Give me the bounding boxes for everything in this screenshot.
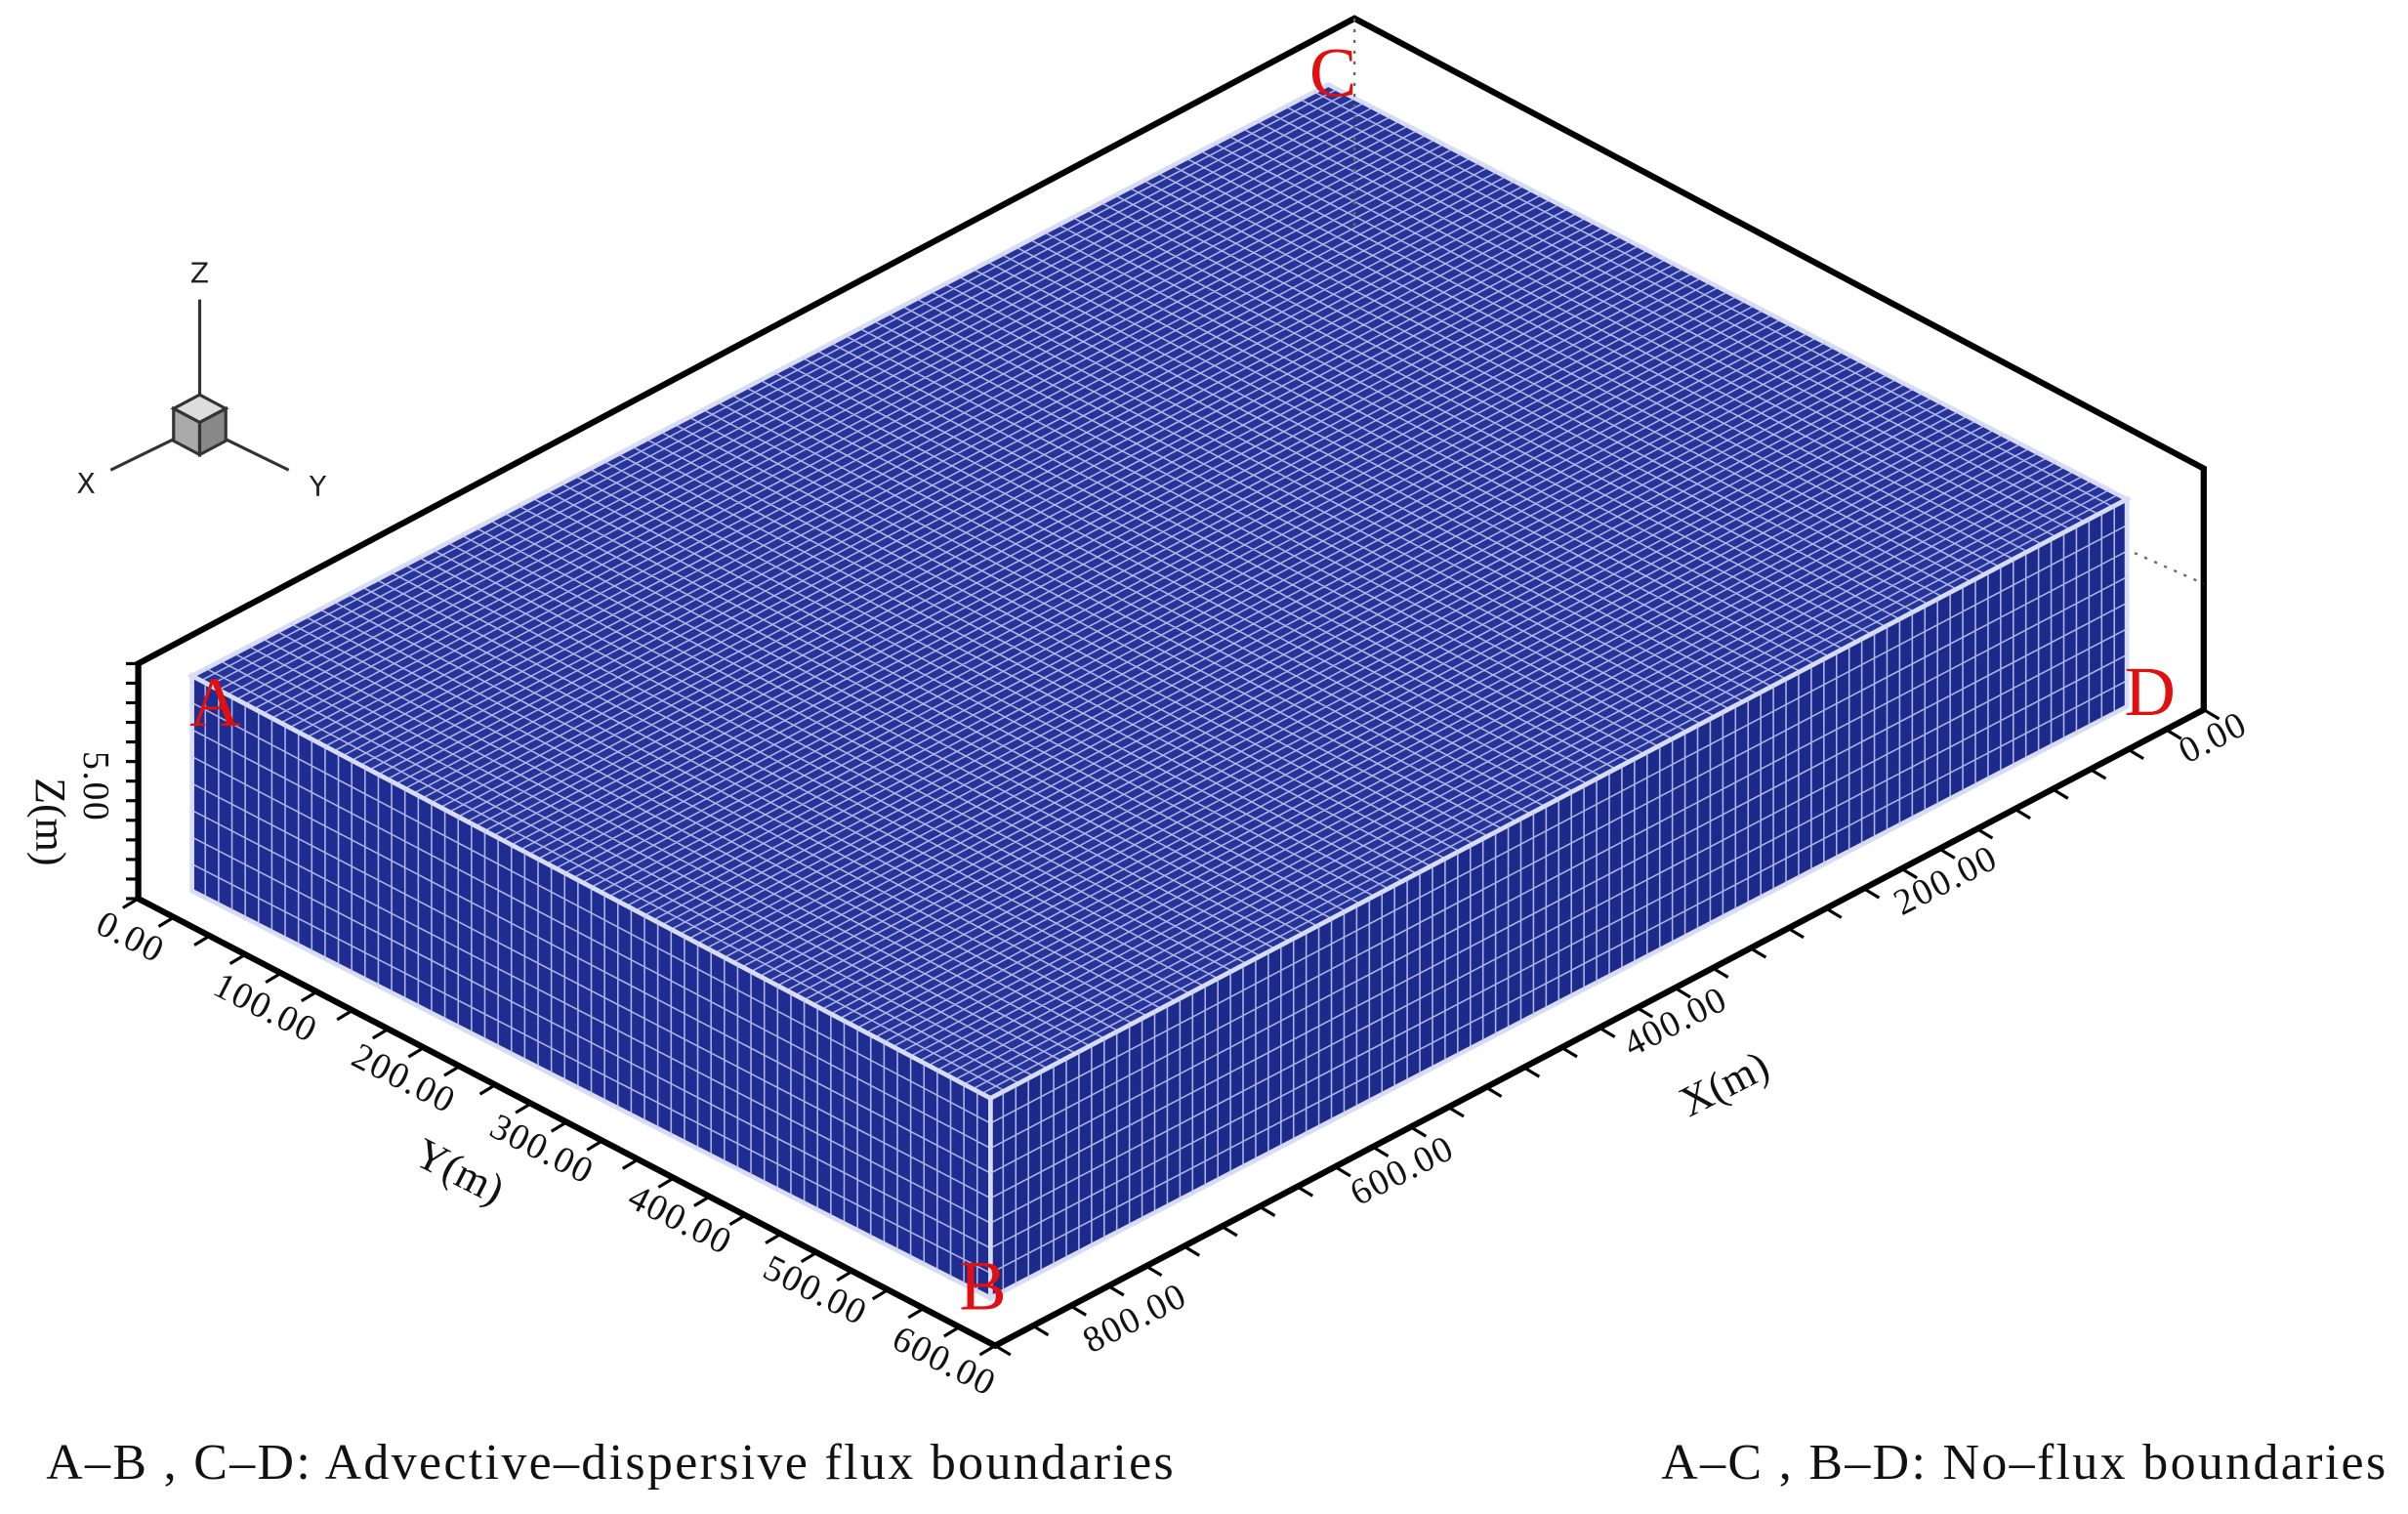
tick-mark bbox=[1334, 1165, 1351, 1178]
tick-mark bbox=[1862, 887, 1881, 900]
tick-mark bbox=[693, 1195, 711, 1207]
tick-mark bbox=[443, 1065, 461, 1077]
tick-mark bbox=[1938, 847, 1956, 860]
tick-mark bbox=[1372, 1145, 1390, 1157]
corner-label: D bbox=[2125, 652, 2176, 731]
tick-mark bbox=[836, 1270, 853, 1283]
corner-label: A bbox=[189, 663, 240, 741]
tick-mark bbox=[478, 1083, 497, 1096]
tick-mark bbox=[1221, 1225, 1238, 1238]
tick-mark bbox=[765, 1232, 782, 1245]
tick-mark bbox=[1409, 1125, 1428, 1138]
tick-mark bbox=[994, 1344, 1012, 1357]
tick-mark bbox=[407, 1046, 425, 1059]
triad-z: Z bbox=[190, 258, 209, 290]
tick-mark bbox=[1560, 1046, 1578, 1059]
tick-mark bbox=[1712, 966, 1729, 979]
caption: A–C , B–D: No–flux boundaries bbox=[1661, 1435, 2387, 1491]
x-tick-label: 600.00 bbox=[1344, 1127, 1461, 1214]
triad-y: Y bbox=[309, 471, 327, 503]
corner-label: C bbox=[1309, 33, 1356, 111]
mesh-lines bbox=[191, 683, 991, 1291]
tick-mark bbox=[1598, 1026, 1616, 1038]
tick-mark bbox=[800, 1250, 818, 1264]
y-tick-label: 400.00 bbox=[622, 1176, 739, 1263]
tick-mark bbox=[300, 989, 318, 1003]
tick-mark bbox=[2127, 747, 2144, 761]
hidden-edge bbox=[2134, 552, 2205, 585]
tick-mark bbox=[943, 1325, 961, 1338]
x-tick-label: 400.00 bbox=[1617, 979, 1734, 1066]
tick-mark bbox=[371, 1028, 390, 1040]
tick-mark bbox=[907, 1307, 925, 1320]
z-tick-label: 5.00 bbox=[75, 751, 116, 821]
tick-mark bbox=[2052, 787, 2069, 800]
tick-mark bbox=[157, 915, 175, 928]
z-axis-title: Z(m) bbox=[26, 778, 74, 865]
tick-mark bbox=[265, 971, 282, 985]
tick-mark bbox=[193, 934, 211, 946]
tick-mark bbox=[2014, 807, 2031, 820]
tick-mark bbox=[1900, 866, 1918, 880]
y-tick-label: 200.00 bbox=[346, 1035, 463, 1122]
axis-triad bbox=[109, 299, 290, 472]
y-tick-label: 600.00 bbox=[886, 1318, 1003, 1405]
x-tick-label: 0.00 bbox=[2173, 703, 2255, 772]
tick-mark bbox=[2202, 708, 2221, 721]
tick-mark bbox=[657, 1176, 675, 1189]
tick-mark bbox=[1145, 1264, 1163, 1278]
tick-mark bbox=[228, 952, 247, 965]
tick-mark bbox=[515, 1102, 532, 1114]
caption: A–B , C–D: Advective–dispersive flux bou… bbox=[46, 1435, 1176, 1491]
mesh-lines bbox=[200, 88, 2119, 1095]
tick-mark bbox=[1485, 1085, 1503, 1098]
mesh-lines bbox=[990, 505, 2128, 1292]
triad-x: X bbox=[76, 468, 95, 500]
x-tick-label: 200.00 bbox=[1888, 837, 2005, 924]
x-tick-label: 800.00 bbox=[1076, 1275, 1193, 1362]
tick-mark bbox=[586, 1139, 603, 1152]
tick-mark bbox=[1749, 946, 1767, 959]
y-tick-label: 0.00 bbox=[90, 903, 172, 971]
tick-mark bbox=[1259, 1204, 1276, 1217]
tick-mark bbox=[1636, 1006, 1654, 1019]
y-tick-label: 500.00 bbox=[757, 1247, 874, 1334]
tick-mark bbox=[1183, 1244, 1201, 1257]
tick-mark bbox=[1825, 906, 1843, 919]
tick-mark bbox=[1069, 1304, 1088, 1317]
tick-mark bbox=[1296, 1185, 1314, 1198]
tick-mark bbox=[1787, 927, 1805, 940]
x-axis-title: X(m) bbox=[1672, 1041, 1776, 1126]
corner-label: B bbox=[959, 1247, 1006, 1325]
tick-mark bbox=[1031, 1324, 1050, 1337]
tick-mark bbox=[978, 1344, 996, 1357]
tick-mark bbox=[2165, 728, 2182, 740]
tick-mark bbox=[728, 1213, 746, 1226]
tick-mark bbox=[550, 1120, 568, 1133]
tick-mark bbox=[2089, 768, 2107, 780]
y-tick-label: 100.00 bbox=[207, 964, 324, 1051]
tick-mark bbox=[1674, 987, 1691, 999]
tick-mark bbox=[1975, 827, 1994, 840]
tick-mark bbox=[621, 1157, 640, 1170]
tick-mark bbox=[871, 1288, 890, 1301]
tick-mark bbox=[1522, 1066, 1541, 1078]
tick-mark bbox=[1107, 1284, 1125, 1297]
tick-mark bbox=[1447, 1106, 1465, 1118]
tick-mark bbox=[336, 1009, 353, 1022]
mesh bbox=[187, 81, 2133, 1302]
